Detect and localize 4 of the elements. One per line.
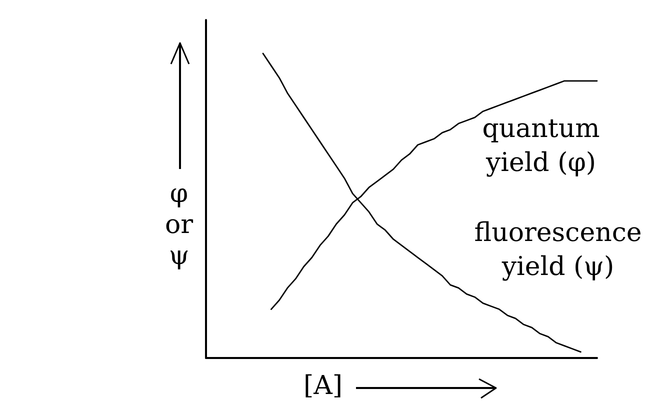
x-axis-title: [A] <box>303 371 343 401</box>
series-label: fluorescence yield (ψ) <box>474 218 642 282</box>
series-label: quantum yield (φ) <box>482 114 600 178</box>
y-axis-title: φ or ψ <box>164 179 194 271</box>
